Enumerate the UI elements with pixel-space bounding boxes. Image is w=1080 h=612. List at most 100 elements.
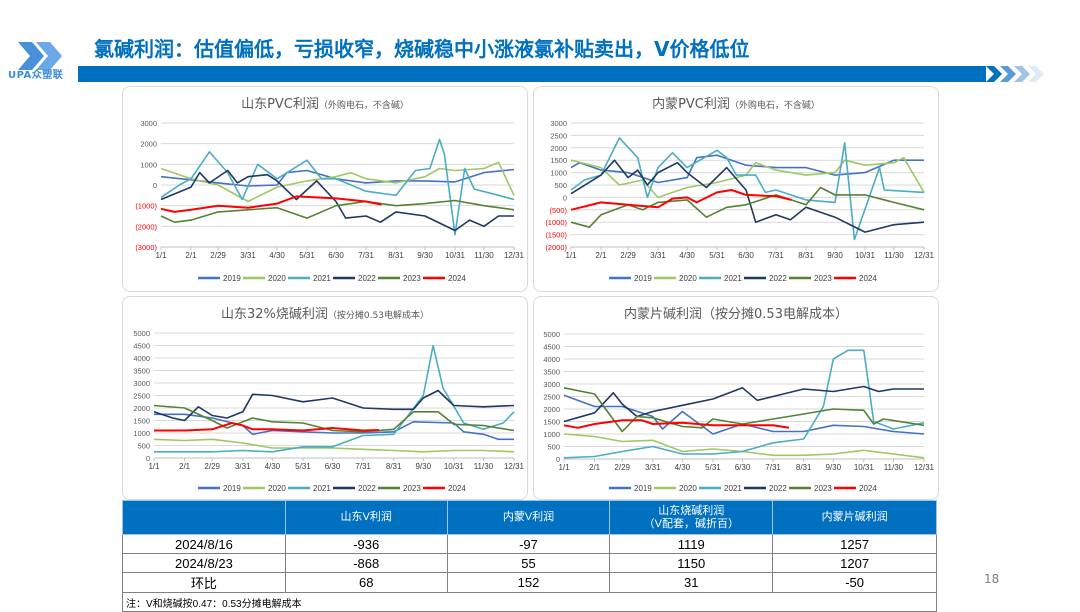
legend-label-2022: 2022 (769, 274, 787, 283)
series-line-2021 (563, 349, 925, 459)
y-tick-label: 3000 (550, 119, 567, 128)
y-tick-label: 0 (153, 181, 157, 190)
y-tick-label: 0 (563, 193, 567, 202)
series-line-2022 (160, 169, 514, 232)
series-line-2024 (160, 195, 382, 213)
y-tick-label: 2000 (543, 405, 560, 414)
x-tick-label: 2/1 (179, 462, 191, 471)
x-tick-label: 10/31 (445, 251, 466, 260)
y-tick-label: 1000 (133, 429, 150, 438)
legend-label-2020: 2020 (679, 274, 697, 283)
legend-label-2021: 2021 (724, 484, 742, 493)
table-cell: 1119 (609, 534, 774, 554)
x-tick-label: 2/29 (210, 251, 226, 260)
table-row: 2024/8/23 -868 55 1150 1207 (122, 553, 937, 573)
table-row: 环比 68 152 31 -50 (122, 572, 937, 593)
y-tick-label: 4000 (543, 355, 560, 364)
legend-label-2020: 2020 (268, 274, 286, 283)
legend-label-2023: 2023 (403, 484, 421, 493)
x-tick-label: 12/31 (504, 462, 525, 471)
y-tick-label: 3000 (133, 379, 150, 388)
table-cell: 2024/8/16 (122, 534, 286, 554)
table-note: 注：V和烧碱按0.47：0.53分摊电解成本 (122, 592, 937, 612)
y-tick-label: 1500 (550, 156, 567, 165)
y-tick-label: 500 (554, 181, 567, 190)
table-cell: -50 (772, 572, 937, 593)
table-cell: 31 (609, 572, 774, 593)
chart-neimeng-flake-caustic: 内蒙片碱利润（按分摊0.53电解成本） 5000 4500 4000 3500 3000… (533, 296, 939, 500)
series-line-2019 (160, 168, 515, 187)
x-tick-label: 8/31 (386, 462, 402, 471)
x-tick-label: 11/30 (474, 251, 494, 260)
y-tick-label: 0 (556, 455, 560, 464)
x-tick-label: 4/30 (675, 463, 691, 472)
legend-label-2019: 2019 (634, 484, 652, 493)
series-line-2023 (160, 199, 515, 223)
legend-label-2020: 2020 (679, 484, 697, 493)
y-tick-label: 4000 (133, 354, 150, 363)
x-tick-label: 5/31 (705, 463, 721, 472)
legend-label-2022: 2022 (358, 484, 376, 493)
legend-label-2024: 2024 (859, 484, 877, 493)
x-tick-label: 6/30 (738, 251, 754, 260)
y-tick-label: 1500 (133, 417, 150, 426)
table-header: 内蒙片碱利润 (772, 500, 937, 535)
legend-label-2021: 2021 (313, 484, 331, 493)
table-cell: -97 (446, 534, 611, 554)
x-tick-label: 6/30 (735, 463, 751, 472)
table-cell: 152 (446, 572, 611, 593)
y-tick-label: 3500 (543, 368, 560, 377)
table-cell: 55 (446, 553, 611, 573)
table-header-row: 山东V利润 内蒙V利润 山东烧碱利润 （V配套，碱折百） 内蒙片碱利润 (122, 500, 937, 535)
x-tick-label: 1/1 (565, 251, 577, 260)
table-cell: -936 (284, 534, 448, 554)
y-tick-label: 4500 (543, 343, 560, 352)
logo-text: UPA众塑联 (8, 70, 64, 81)
series-line-2024 (570, 189, 792, 211)
x-tick-label: 9/30 (415, 462, 431, 471)
x-tick-label: 2/29 (614, 463, 630, 472)
x-tick-label: 1/1 (558, 463, 570, 472)
x-tick-label: 8/31 (798, 251, 814, 260)
x-tick-label: 2/29 (620, 251, 636, 260)
x-tick-label: 9/30 (417, 251, 433, 260)
x-tick-label: 12/31 (914, 251, 935, 260)
series-line-2023 (563, 387, 925, 433)
title-bar (78, 66, 986, 82)
y-tick-label: 2500 (543, 393, 560, 402)
table-cell: 1207 (772, 553, 937, 573)
y-tick-label: 3000 (140, 119, 157, 128)
x-tick-label: 3/31 (240, 251, 256, 260)
series-line-2020 (570, 156, 925, 199)
x-tick-label: 1/1 (148, 462, 160, 471)
x-tick-label: 4/30 (679, 251, 695, 260)
chart-title: 山东32%烧碱利润（按分摊0.53电解成本） (221, 307, 429, 322)
series-line-2020 (160, 161, 515, 203)
x-tick-label: 7/31 (768, 251, 784, 260)
y-tick-label: (3000) (135, 243, 157, 252)
x-tick-label: 2/1 (589, 463, 601, 472)
y-tick-label: (2000) (545, 243, 567, 252)
x-tick-label: 4/30 (269, 251, 285, 260)
series-line-2022 (153, 389, 515, 422)
x-tick-label: 10/31 (444, 462, 465, 471)
x-tick-label: 2/1 (185, 251, 197, 260)
y-tick-label: 3500 (133, 367, 150, 376)
y-tick-label: 2000 (550, 144, 567, 153)
y-tick-label: 2000 (140, 140, 157, 149)
legend-label-2024: 2024 (448, 274, 466, 283)
chevron-decoration-icon (986, 66, 1044, 82)
x-tick-label: 11/30 (474, 462, 494, 471)
series-line-2021 (160, 138, 515, 236)
x-tick-label: 3/31 (235, 462, 251, 471)
legend-label-2021: 2021 (313, 274, 331, 283)
series-line-2019 (563, 394, 925, 435)
series-line-2021 (570, 137, 925, 241)
table-header: 山东烧碱利润 （V配套，碱折百） (609, 500, 774, 535)
legend-label-2020: 2020 (268, 484, 286, 493)
legend-label-2023: 2023 (403, 274, 421, 283)
x-tick-label: 12/31 (914, 463, 935, 472)
legend-label-2019: 2019 (223, 274, 241, 283)
x-tick-label: 11/30 (884, 463, 904, 472)
y-tick-label: 500 (547, 443, 560, 452)
